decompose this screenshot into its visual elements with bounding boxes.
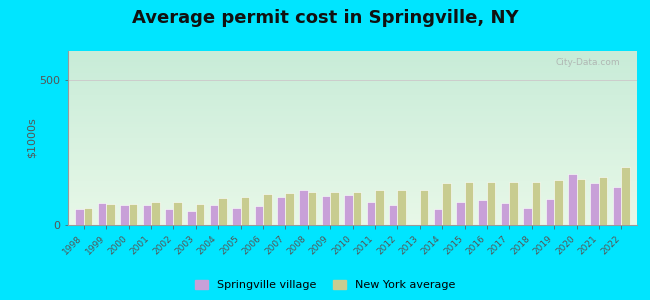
Bar: [590, 183, 599, 225]
Bar: [120, 205, 129, 225]
Bar: [545, 199, 554, 225]
Bar: [367, 202, 375, 225]
Bar: [98, 203, 107, 225]
Bar: [330, 192, 339, 225]
Bar: [510, 182, 518, 225]
Bar: [456, 202, 465, 225]
Bar: [397, 190, 406, 225]
Bar: [165, 209, 174, 225]
Bar: [210, 205, 218, 225]
Bar: [554, 180, 563, 225]
Bar: [375, 190, 383, 225]
Bar: [129, 204, 137, 225]
Bar: [420, 190, 428, 225]
Bar: [344, 194, 353, 225]
Bar: [532, 182, 540, 225]
Bar: [187, 211, 196, 225]
Bar: [75, 209, 84, 225]
Bar: [107, 204, 115, 225]
Bar: [478, 200, 487, 225]
Bar: [263, 194, 272, 225]
Bar: [389, 205, 397, 225]
Y-axis label: $1000s: $1000s: [27, 118, 37, 158]
Bar: [232, 208, 240, 225]
Bar: [142, 205, 151, 225]
Bar: [523, 208, 532, 225]
Bar: [434, 209, 442, 225]
Legend: Springville village, New York average: Springville village, New York average: [190, 275, 460, 294]
Bar: [621, 167, 630, 225]
Bar: [255, 206, 263, 225]
Bar: [174, 202, 182, 225]
Bar: [568, 174, 577, 225]
Bar: [308, 192, 317, 225]
Bar: [300, 190, 308, 225]
Bar: [218, 198, 227, 225]
Bar: [352, 192, 361, 225]
Bar: [196, 204, 204, 225]
Bar: [465, 182, 473, 225]
Bar: [240, 196, 249, 225]
Bar: [322, 196, 330, 225]
Bar: [501, 203, 510, 225]
Bar: [285, 193, 294, 225]
Bar: [599, 177, 608, 225]
Bar: [577, 178, 585, 225]
Bar: [151, 202, 160, 225]
Bar: [277, 197, 285, 225]
Text: Average permit cost in Springville, NY: Average permit cost in Springville, NY: [132, 9, 518, 27]
Text: City-Data.com: City-Data.com: [555, 58, 620, 67]
Bar: [613, 187, 621, 225]
Bar: [487, 182, 495, 225]
Bar: [442, 183, 450, 225]
Bar: [84, 208, 92, 225]
